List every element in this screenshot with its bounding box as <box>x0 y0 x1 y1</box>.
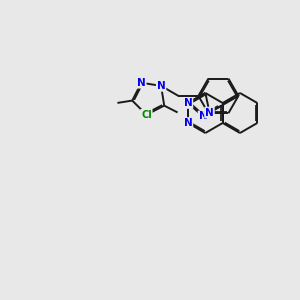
Text: N: N <box>157 81 166 91</box>
Text: N: N <box>199 111 207 122</box>
Text: N: N <box>205 108 214 118</box>
Text: Cl: Cl <box>141 110 152 120</box>
Text: N: N <box>137 78 146 88</box>
Text: N: N <box>184 118 192 128</box>
Text: N: N <box>184 98 192 108</box>
